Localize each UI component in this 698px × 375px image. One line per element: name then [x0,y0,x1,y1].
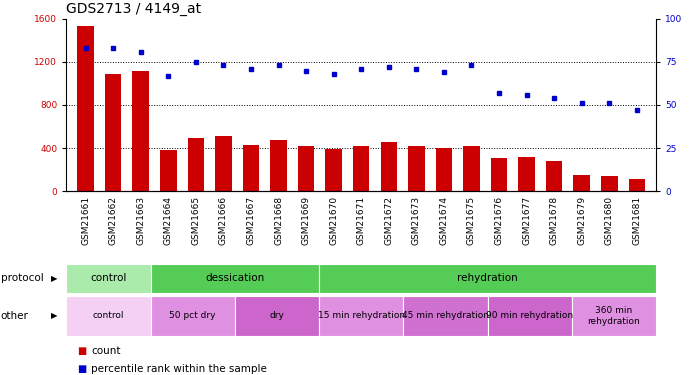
Bar [629,179,645,191]
Text: rehydration: rehydration [457,273,518,284]
Text: protocol: protocol [1,273,43,284]
Bar [66,264,151,292]
Bar [66,296,151,336]
Text: 50 pct dry: 50 pct dry [170,311,216,320]
Text: dry: dry [269,311,284,320]
Text: ▶: ▶ [51,311,57,320]
Bar [235,296,319,336]
Bar [463,146,480,191]
Text: 90 min rehydration: 90 min rehydration [487,311,573,320]
Bar [151,296,235,336]
Bar [151,264,319,292]
Bar [546,161,563,191]
Bar [160,150,177,191]
Bar [215,136,232,191]
Text: control: control [93,311,124,320]
Bar [408,146,424,191]
Text: other: other [1,311,29,321]
Text: 360 min
rehydration: 360 min rehydration [588,306,640,326]
Bar [519,157,535,191]
Bar [380,142,397,191]
Bar [436,148,452,191]
Bar [133,70,149,191]
Text: 15 min rehydration: 15 min rehydration [318,311,405,320]
Bar [325,149,342,191]
Text: dessication: dessication [205,273,265,284]
Bar [574,175,590,191]
Bar [319,264,656,292]
Bar [403,296,488,336]
Bar [77,26,94,191]
Bar [270,140,287,191]
Bar [601,176,618,191]
Text: 45 min rehydration: 45 min rehydration [402,311,489,320]
Text: percentile rank within the sample: percentile rank within the sample [91,364,267,374]
Bar [105,74,121,191]
Bar [243,145,259,191]
Text: ■: ■ [77,346,86,355]
Bar [298,146,314,191]
Bar [488,296,572,336]
Text: ▶: ▶ [51,274,57,283]
Bar [319,296,403,336]
Text: GDS2713 / 4149_at: GDS2713 / 4149_at [66,2,202,16]
Bar [188,138,204,191]
Text: ■: ■ [77,364,86,374]
Text: control: control [90,273,126,284]
Bar [572,296,656,336]
Bar [353,146,369,191]
Bar [491,158,507,191]
Text: count: count [91,346,121,355]
